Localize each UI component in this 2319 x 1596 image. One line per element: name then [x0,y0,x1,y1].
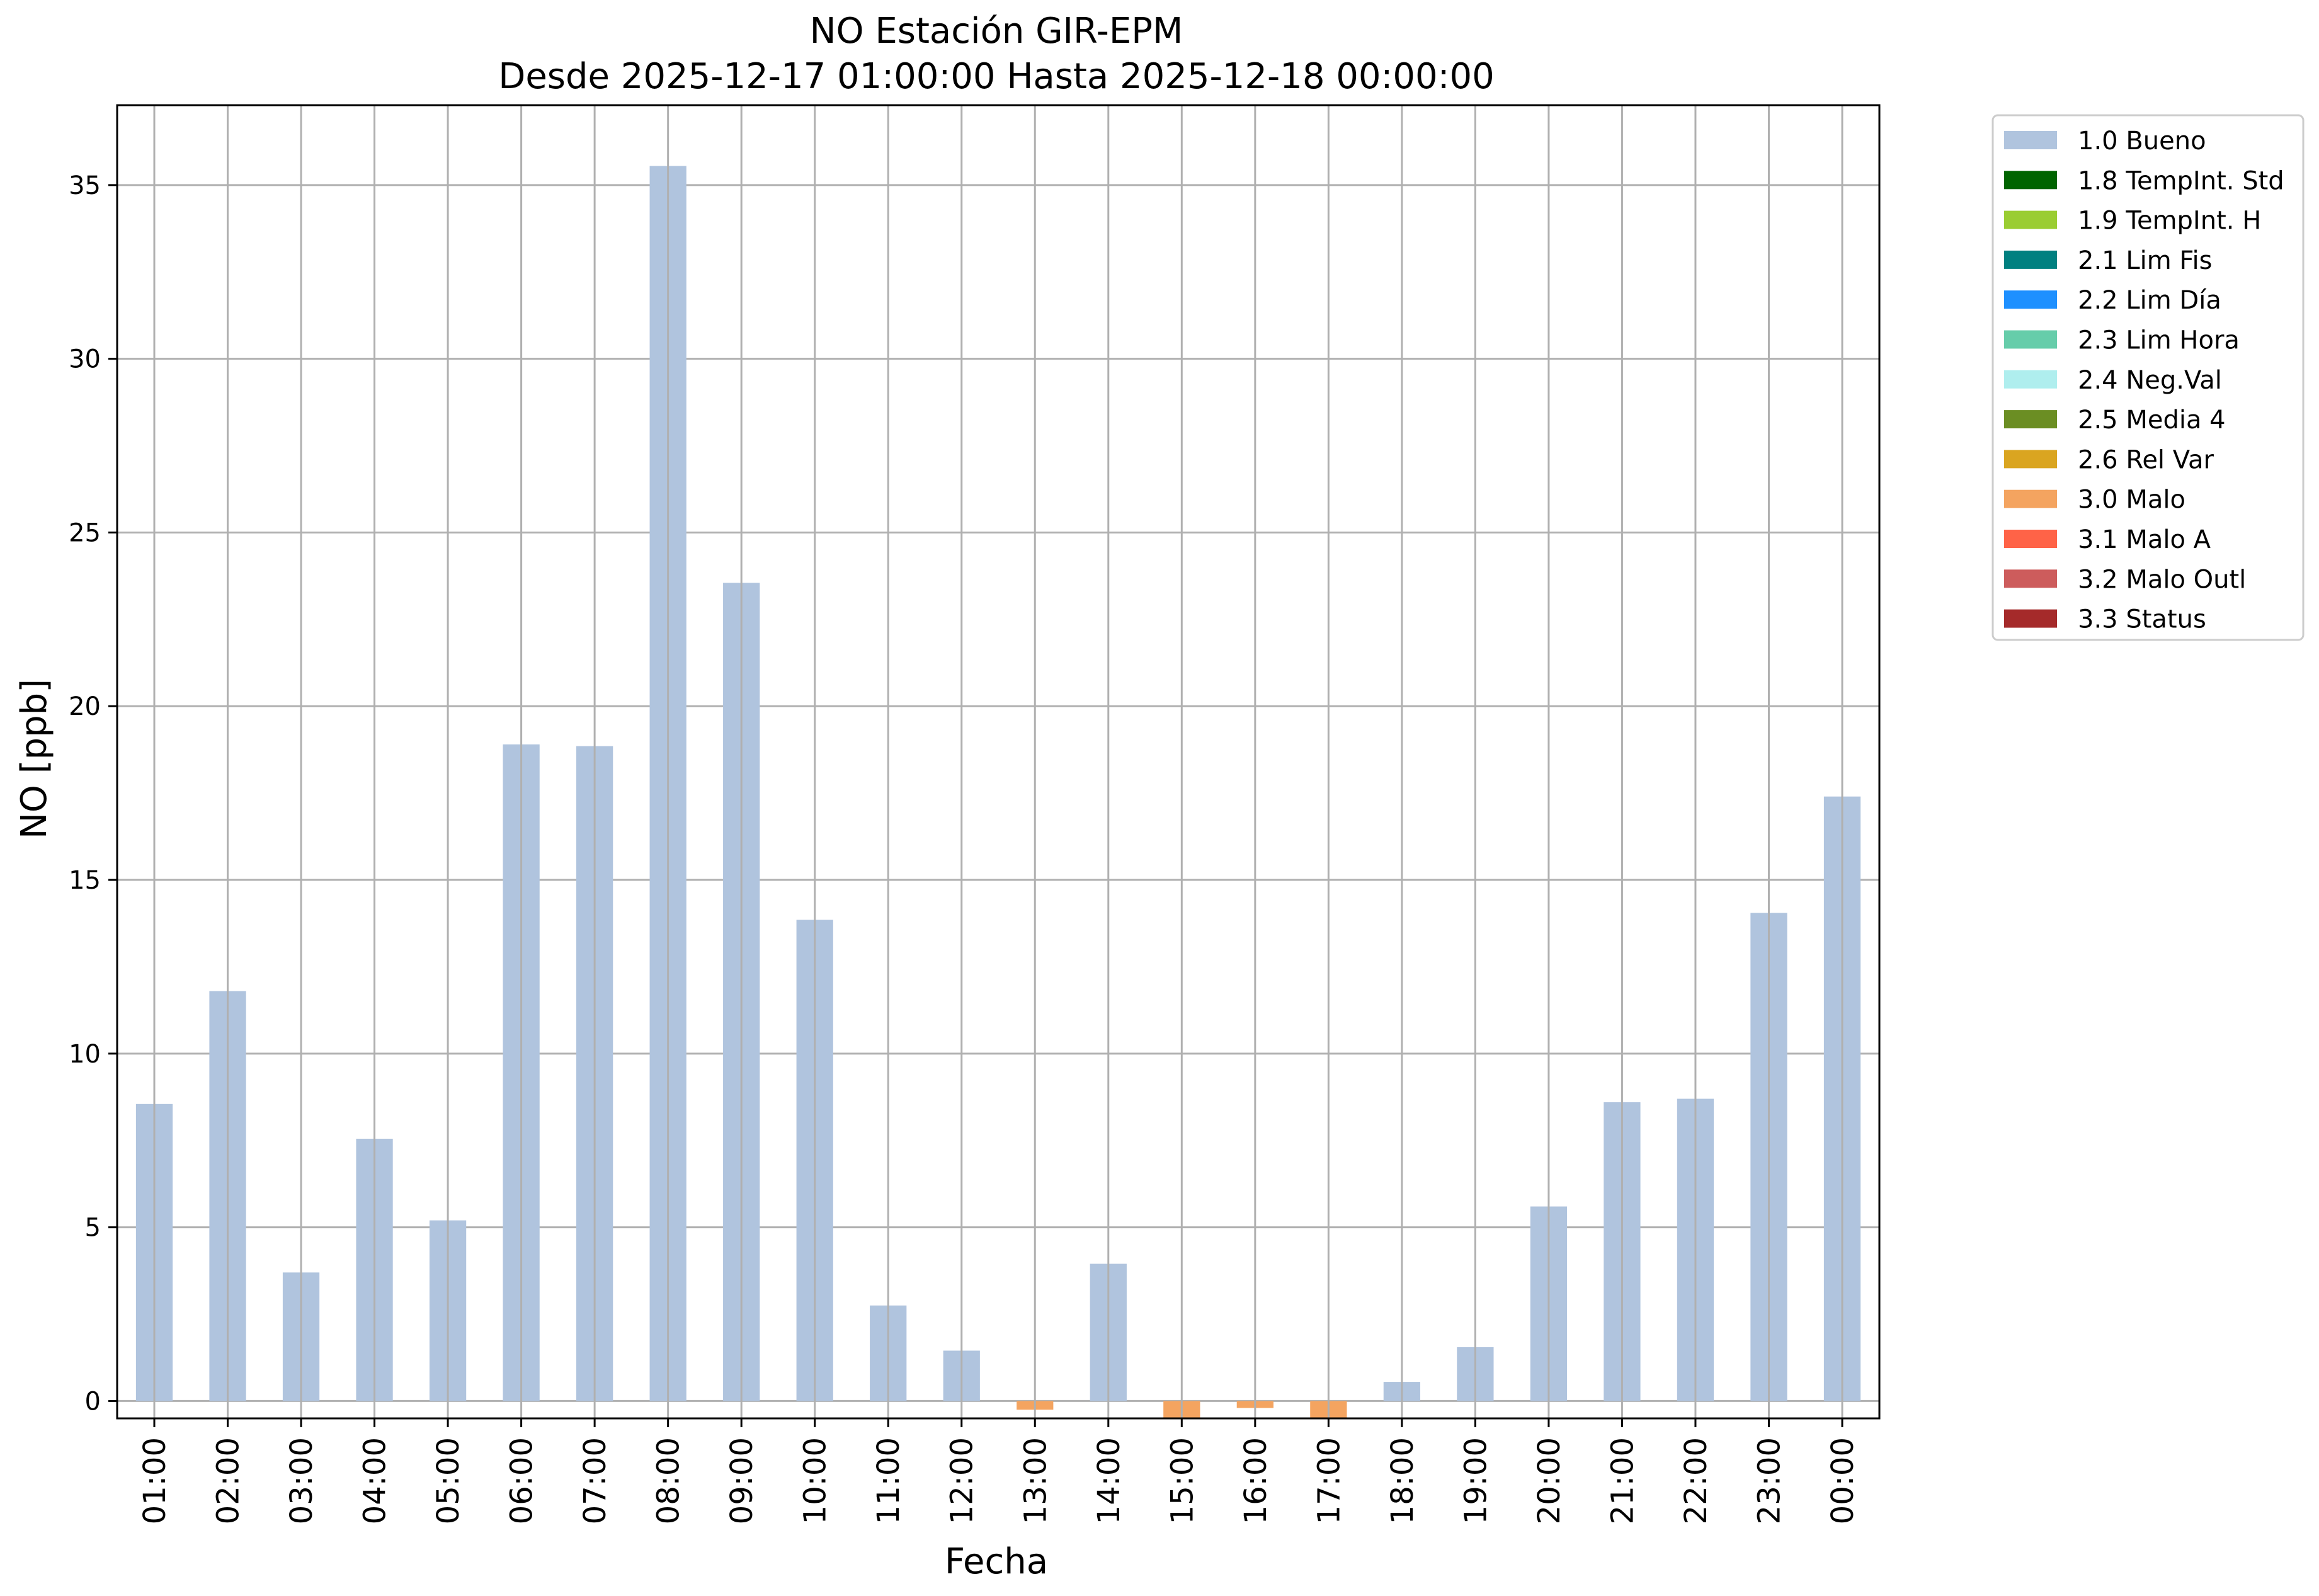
legend-label: 3.3 Status [2078,605,2206,634]
x-tick-label: 08:00 [651,1437,687,1524]
legend-swatch [2004,370,2057,389]
legend-label: 2.2 Lim Día [2078,286,2221,315]
plot-frame [116,104,1881,1420]
legend-swatch [2004,569,2057,588]
x-tick-label: 11:00 [871,1437,906,1524]
grid-lines [117,184,1879,1402]
x-tick-label: 10:00 [798,1437,833,1524]
legend-frame [1991,114,2305,641]
legend-swatch [2004,131,2057,149]
y-axis-label: NO [ppb] [14,679,55,839]
x-tick-label: 17:00 [1311,1437,1347,1524]
y-tick-label: 25 [69,518,101,547]
y-tick-label: 30 [69,345,101,374]
y-tick-label: 10 [69,1040,101,1069]
x-tick-label: 23:00 [1752,1437,1787,1524]
legend-swatch [2004,489,2057,508]
y-tick-label: 5 [85,1214,101,1243]
x-tick-label: 14:00 [1091,1437,1127,1524]
x-tick-label: 00:00 [1825,1437,1860,1524]
y-tick-label: 20 [69,692,101,721]
x-tick-label: 06:00 [504,1437,540,1524]
x-tick-label: 03:00 [284,1437,319,1524]
legend-swatch [2004,290,2057,309]
legend-label: 1.0 Bueno [2078,127,2206,156]
x-tick-label: 13:00 [1018,1437,1053,1524]
y-tick-label: 35 [69,171,101,200]
x-tick-label: 01:00 [137,1437,173,1524]
x-axis-label: Fecha [945,1541,1048,1582]
legend-swatch [2004,171,2057,190]
x-tick-label: 04:00 [358,1437,393,1524]
legend-label: 1.8 TempInt. Std [2078,166,2284,195]
legend-swatch [2004,330,2057,349]
x-tick-label: 16:00 [1238,1437,1273,1524]
legend-swatch [2004,450,2057,469]
x-tick-label: 07:00 [578,1437,613,1524]
chart-title: NO Estación GIR-EPM [810,11,1183,52]
x-tick-label: 21:00 [1605,1437,1640,1524]
y-tick-label: 0 [85,1387,101,1416]
x-tick-label: 18:00 [1385,1437,1420,1524]
plot-background [117,105,1879,1418]
legend-swatch [2004,210,2057,229]
y-tick-label: 15 [69,866,101,895]
x-tick-label: 20:00 [1532,1437,1567,1524]
legend-label: 3.2 Malo Outl [2078,565,2246,594]
y-axis-ticks: 0 5 10 15 20 25 30 35 [69,171,117,1416]
legend-label: 2.5 Media 4 [2078,406,2226,435]
chart-subtitle: Desde 2025-12-17 01:00:00 Hasta 2025-12-… [498,56,1495,97]
plot-area: 0 5 10 15 20 25 30 35 01:00 02:00 03:00 04:00 05:00… [69,104,1881,1524]
legend-label: 2.6 Rel Var [2078,445,2214,474]
x-grid-lines [153,105,1843,1418]
legend: 1.0 Bueno 1.8 TempInt. Std 1.9 TempInt. H 2… [1991,114,2305,641]
legend-swatch [2004,250,2057,269]
x-tick-label: 09:00 [724,1437,760,1524]
x-tick-label: 05:00 [431,1437,466,1524]
x-tick-label: 19:00 [1458,1437,1493,1524]
legend-label: 3.1 Malo A [2078,525,2211,554]
legend-swatch [2004,410,2057,429]
legend-swatch [2004,530,2057,548]
x-tick-label: 02:00 [211,1437,246,1524]
legend-label: 2.3 Lim Hora [2078,326,2240,355]
legend-label: 2.1 Lim Fis [2078,246,2212,275]
x-tick-label: 22:00 [1678,1437,1714,1524]
legend-items: 1.0 Bueno 1.8 TempInt. Std 1.9 TempInt. H 2… [2004,127,2284,634]
legend-swatch [2004,609,2057,628]
legend-label: 2.4 Neg.Val [2078,366,2222,395]
legend-label: 3.0 Malo [2078,486,2185,515]
x-tick-label: 15:00 [1165,1437,1200,1524]
x-tick-label: 12:00 [945,1437,980,1524]
legend-label: 1.9 TempInt. H [2078,207,2261,236]
x-axis-ticks: 01:00 02:00 03:00 04:00 05:00 06:00 07:00 08:00… [137,1418,1860,1524]
